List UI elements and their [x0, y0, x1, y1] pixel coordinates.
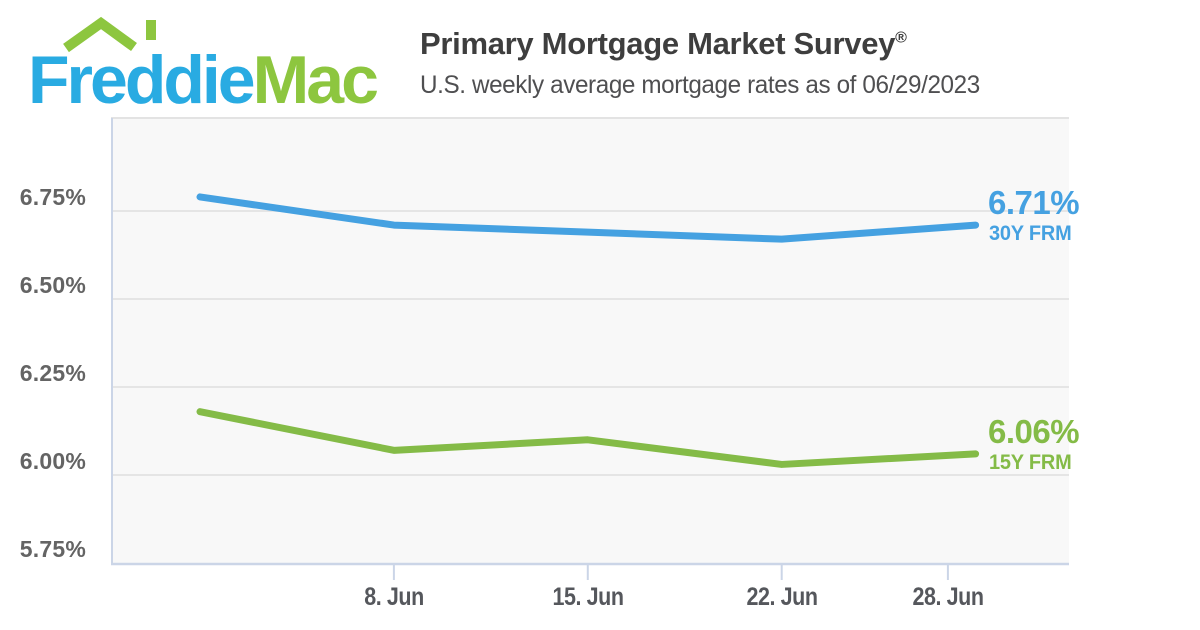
y-axis-label: 5.75%	[19, 536, 86, 562]
page-title-text: Primary Mortgage Market Survey	[420, 26, 896, 61]
y-axis-label: 6.00%	[19, 448, 86, 474]
x-axis-label: 15. Jun	[552, 583, 624, 611]
series-line-15y-frm	[196, 408, 980, 468]
x-axis-label: 22. Jun	[746, 583, 818, 611]
logo-word-mac: Mac	[252, 42, 379, 118]
series-end-value-30y-frm: 6.71%	[988, 184, 1080, 222]
page-title: Primary Mortgage Market Survey®	[420, 26, 997, 62]
plot-background	[111, 118, 1069, 563]
logo-wordmark: FreddieMac	[28, 46, 379, 114]
freddie-mac-logo: FreddieMac	[28, 10, 388, 114]
y-axis-label: 6.75%	[19, 184, 86, 210]
logo-word-freddie: Freddie	[28, 42, 256, 118]
series-end-value-15y-frm: 6.06%	[988, 412, 1080, 450]
series-end-name-30y-frm: 30Y FRM	[989, 222, 1072, 246]
x-axis-label: 28. Jun	[912, 583, 984, 611]
page-subtitle: U.S. weekly average mortgage rates as of…	[420, 70, 980, 99]
registered-mark: ®	[895, 29, 907, 47]
y-axis-label: 6.25%	[19, 360, 86, 386]
x-axis-label: 8. Jun	[364, 583, 424, 611]
title-block: Primary Mortgage Market Survey® U.S. wee…	[420, 26, 997, 100]
series-end-name-15y-frm: 15Y FRM	[989, 450, 1072, 474]
series-line-30y-frm	[196, 193, 980, 243]
y-axis-label: 6.50%	[19, 272, 86, 298]
house-roof-icon	[63, 16, 156, 53]
